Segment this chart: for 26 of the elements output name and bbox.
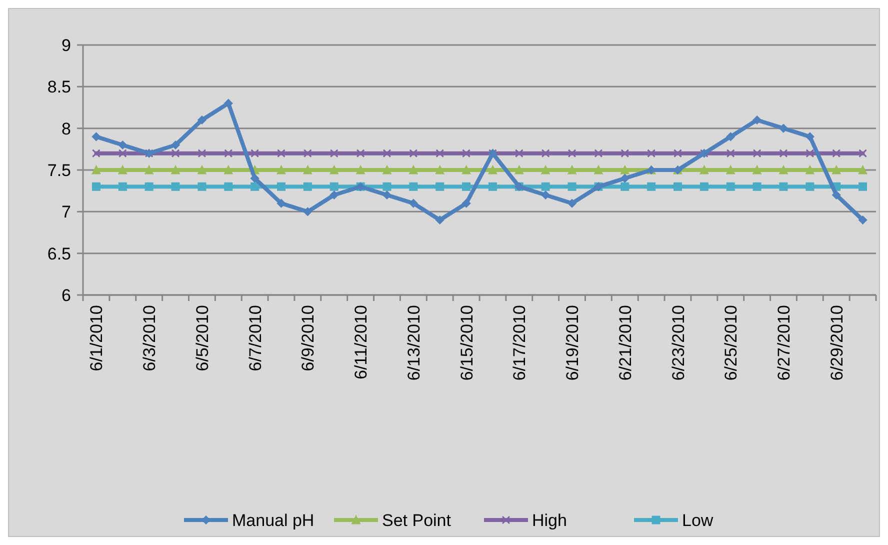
y-tick-label: 9 [62, 36, 71, 55]
x-tick-label: 6/25/2010 [722, 305, 741, 381]
x-tick-label: 6/11/2010 [352, 305, 371, 380]
x-tick-label: 6/7/2010 [246, 305, 265, 372]
x-tick-label: 6/29/2010 [827, 305, 846, 381]
legend-label: Manual pH [232, 510, 314, 530]
x-tick-label: 6/27/2010 [774, 305, 794, 381]
y-tick-label: 8.5 [47, 78, 71, 97]
x-tick-label: 6/17/2010 [510, 305, 530, 381]
x-tick-label: 6/9/2010 [298, 305, 318, 372]
x-tick-label: 6/13/2010 [404, 305, 424, 381]
x-tick-label: 6/21/2010 [616, 305, 635, 381]
y-tick-label: 7.5 [47, 160, 71, 180]
x-tick-label: 6/3/2010 [140, 305, 160, 372]
y-tick-label: 6 [62, 286, 71, 305]
x-tick-label: 6/23/2010 [668, 305, 688, 381]
legend-label: Set Point [382, 510, 452, 530]
x-tick-label: 6/5/2010 [192, 305, 212, 372]
y-tick-label: 6.5 [47, 244, 71, 264]
legend-label: Low [682, 510, 714, 530]
y-tick-label: 7 [62, 202, 71, 222]
legend-label: High [532, 510, 567, 530]
x-tick-label: 6/15/2010 [457, 305, 476, 381]
x-tick-label: 6/19/2010 [563, 305, 582, 381]
y-tick-label: 8 [62, 119, 71, 138]
x-tick-label: 6/1/2010 [87, 305, 106, 372]
